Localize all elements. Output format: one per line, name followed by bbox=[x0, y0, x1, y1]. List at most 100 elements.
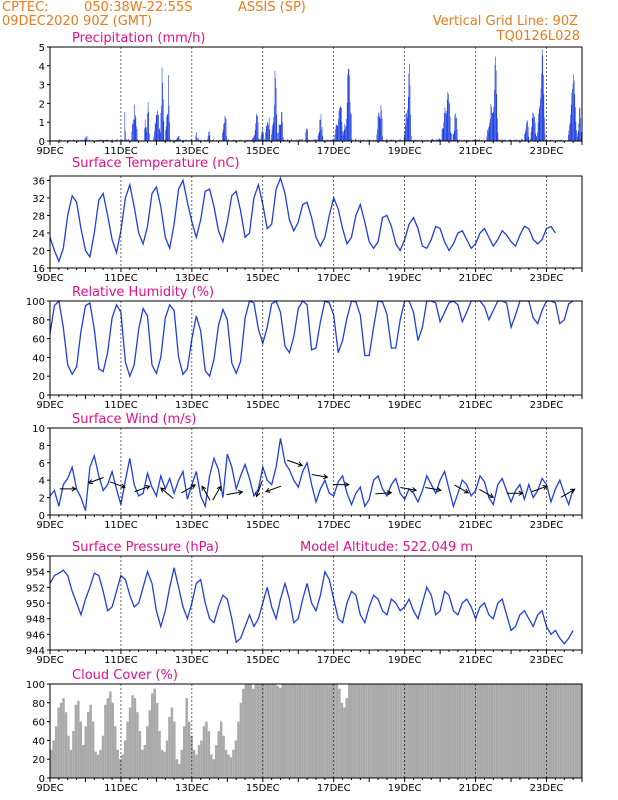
panel-wind: Surface Wind (m/s) 0 2 4 6 8 10 9DEC 11DEC 13DEC 1… bbox=[32, 412, 583, 531]
wind-arrow bbox=[212, 485, 222, 501]
y-tick-label: 954 bbox=[26, 568, 45, 579]
bar bbox=[471, 139, 473, 141]
bar bbox=[378, 114, 380, 141]
bar bbox=[166, 113, 168, 141]
bar bbox=[540, 88, 542, 141]
bar bbox=[340, 702, 344, 778]
bar bbox=[251, 139, 252, 141]
bar bbox=[360, 139, 361, 141]
bar bbox=[216, 139, 218, 141]
wind-arrow bbox=[506, 490, 524, 496]
wind-arrow-shaft bbox=[134, 485, 150, 493]
bar bbox=[376, 134, 378, 141]
bar bbox=[104, 704, 107, 778]
bar bbox=[394, 684, 398, 778]
bar bbox=[444, 107, 446, 141]
bar bbox=[384, 684, 388, 778]
wind-arrow-head bbox=[87, 479, 94, 485]
bar bbox=[123, 740, 127, 778]
x-tick-label: 23DEC bbox=[530, 783, 564, 794]
bar bbox=[299, 138, 300, 141]
wind-arrow-head bbox=[344, 481, 350, 488]
bar bbox=[163, 751, 166, 778]
bar bbox=[229, 757, 233, 778]
bar bbox=[178, 135, 179, 141]
bar bbox=[576, 130, 577, 141]
bar bbox=[105, 139, 106, 141]
bar bbox=[146, 726, 149, 778]
bar bbox=[267, 122, 268, 141]
bar bbox=[332, 139, 334, 141]
bar bbox=[261, 684, 265, 778]
bar bbox=[522, 139, 523, 141]
bar bbox=[76, 139, 78, 141]
bar bbox=[540, 684, 543, 778]
y-tick-label: 6 bbox=[39, 459, 45, 470]
x-tick-label: 11DEC bbox=[104, 146, 138, 157]
wind-arrow-shaft bbox=[400, 487, 417, 491]
bar bbox=[488, 684, 491, 778]
bar bbox=[421, 139, 422, 141]
bar bbox=[368, 139, 369, 141]
y-tick-label: 32 bbox=[32, 194, 45, 205]
x-tick-label: 9DEC bbox=[36, 783, 63, 794]
bar bbox=[250, 139, 252, 141]
bar bbox=[318, 131, 320, 141]
bar bbox=[121, 754, 124, 778]
x-tick-label: 13DEC bbox=[175, 783, 209, 794]
wind-arrow-shaft bbox=[160, 487, 174, 499]
bar bbox=[336, 124, 337, 141]
bar bbox=[84, 139, 85, 141]
bar bbox=[543, 75, 544, 141]
x-tick-label: 9DEC bbox=[36, 273, 63, 284]
bar bbox=[258, 138, 259, 141]
bar bbox=[355, 138, 356, 141]
bar bbox=[225, 119, 227, 141]
bar bbox=[97, 139, 98, 141]
bar bbox=[261, 133, 263, 141]
bar bbox=[526, 120, 528, 141]
bar bbox=[59, 139, 60, 141]
bar bbox=[271, 134, 272, 141]
bar bbox=[282, 122, 283, 141]
panel-title-humidity: Relative Humidity (%) bbox=[72, 285, 214, 300]
bar bbox=[483, 684, 486, 778]
bar bbox=[179, 139, 180, 141]
bar bbox=[200, 139, 202, 141]
bar bbox=[438, 139, 439, 141]
bars-precip bbox=[50, 49, 583, 142]
bar bbox=[455, 113, 456, 141]
bar bbox=[490, 104, 492, 141]
y-tick-label: 100 bbox=[26, 680, 45, 691]
bar bbox=[503, 684, 506, 778]
bar bbox=[495, 70, 497, 141]
bar bbox=[291, 684, 294, 778]
bar bbox=[525, 128, 527, 141]
bar bbox=[483, 139, 485, 141]
bar bbox=[574, 94, 576, 141]
bar bbox=[570, 104, 572, 141]
bar bbox=[449, 116, 451, 141]
bar bbox=[264, 684, 267, 778]
bar bbox=[154, 131, 155, 141]
bar bbox=[522, 684, 526, 778]
bar bbox=[311, 139, 312, 141]
bar bbox=[435, 139, 436, 141]
bar bbox=[128, 707, 132, 778]
bar bbox=[460, 139, 462, 141]
bar bbox=[385, 139, 387, 141]
bar bbox=[360, 139, 362, 141]
bar bbox=[338, 688, 341, 778]
bar bbox=[189, 139, 191, 141]
bar bbox=[154, 122, 156, 141]
bar bbox=[251, 139, 253, 141]
bar bbox=[368, 139, 370, 141]
bar bbox=[148, 710, 151, 778]
x-tick-label: 11DEC bbox=[104, 400, 138, 411]
bar bbox=[431, 139, 433, 141]
panel-title-pressure: Surface Pressure (hPa) bbox=[72, 540, 219, 555]
bar bbox=[274, 684, 277, 778]
bar bbox=[275, 78, 276, 141]
wind-arrow bbox=[375, 490, 393, 496]
wind-arrow-shaft bbox=[287, 459, 303, 466]
